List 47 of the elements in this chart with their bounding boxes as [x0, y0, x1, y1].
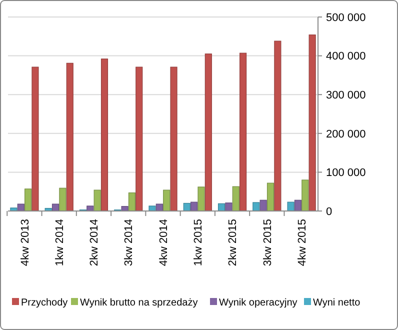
bar: [274, 40, 282, 212]
bar: [260, 200, 267, 212]
x-tick-label: 3kw 2014: [123, 219, 136, 266]
bar: [287, 202, 294, 212]
x-tick-label: 4kw 2013: [19, 219, 32, 266]
bar: [24, 188, 32, 212]
legend-label: Przychody: [21, 298, 68, 308]
legend-label: Wyni netto: [313, 298, 361, 308]
bar: [100, 58, 108, 212]
bar: [66, 62, 74, 212]
bar: [240, 52, 247, 212]
bar: [170, 66, 178, 212]
legend-label: Wynik operacyjny: [219, 298, 298, 308]
x-tick-label: 2kw 2015: [227, 219, 240, 266]
bar: [204, 54, 212, 212]
y-tick-label: 100 000: [326, 167, 366, 180]
bar: [148, 206, 156, 212]
y-tick-label: 500 000: [326, 12, 366, 24]
x-tick-label: 4kw 2015: [296, 219, 308, 266]
bar: [198, 186, 205, 212]
x-tick-label: 4kw 2014: [158, 219, 170, 266]
bar: [252, 202, 260, 212]
bar: [136, 66, 143, 212]
bar: [32, 66, 39, 212]
bar: [225, 202, 232, 212]
bar: [121, 206, 128, 212]
x-tick-label: 2kw 2014: [88, 219, 101, 266]
bar: [128, 192, 136, 212]
x-tick-label: 1kw 2014: [54, 219, 66, 266]
bar: [232, 186, 240, 212]
y-tick-label: 400 000: [326, 50, 366, 63]
bar: [294, 200, 302, 212]
bar: [52, 204, 60, 212]
bar: [302, 180, 309, 212]
y-tick-label: 0: [326, 206, 332, 218]
y-tick-label: 200 000: [326, 128, 366, 140]
bar: [17, 204, 24, 212]
bar: [308, 34, 316, 212]
bar: [59, 188, 66, 212]
y-tick-label: 300 000: [326, 89, 366, 102]
x-tick-label: 1kw 2015: [192, 219, 204, 266]
x-tick-label: 3kw 2015: [262, 219, 274, 266]
bar: [156, 204, 163, 212]
legend-label: Wynik brutto na sprzedaży: [80, 298, 198, 308]
bar: [94, 190, 101, 212]
bar: [266, 182, 274, 212]
bar: [163, 190, 170, 212]
